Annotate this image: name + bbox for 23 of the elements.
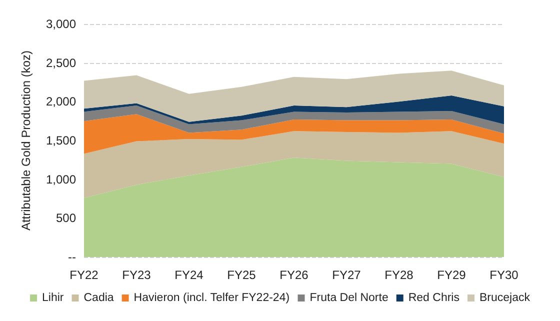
legend-label: Fruta Del Norte	[310, 292, 388, 304]
legend-label: Cadia	[84, 292, 114, 304]
legend-label: Lihir	[42, 292, 64, 304]
legend-label: Brucejack	[479, 292, 530, 304]
y-axis-title: Attributable Gold Production (koz)	[19, 50, 33, 231]
y-tick-label: 2,500	[46, 56, 76, 70]
x-tick-label: FY23	[122, 268, 152, 282]
y-tick-label: 3,000	[46, 17, 76, 31]
x-tick-label: FY29	[437, 268, 466, 282]
x-tick-label: FY22	[70, 268, 99, 282]
x-tick-label: FY25	[227, 268, 256, 282]
legend-label: Red Chris	[408, 292, 460, 304]
y-tick-label: 500	[56, 211, 76, 226]
x-tick-label: FY30	[490, 268, 519, 282]
y-tick-label: --	[68, 250, 76, 264]
x-tick-label: FY28	[384, 268, 414, 282]
legend-label: Havieron (incl. Telfer FY22-24)	[134, 292, 290, 304]
x-tick-label: FY26	[280, 268, 309, 282]
x-tick-label: FY24	[174, 268, 204, 282]
y-tick-label: 1,500	[46, 134, 76, 148]
y-tick-label: 2,000	[46, 94, 76, 109]
y-tick-label: 1,000	[46, 172, 76, 186]
x-tick-label: FY27	[332, 268, 362, 282]
